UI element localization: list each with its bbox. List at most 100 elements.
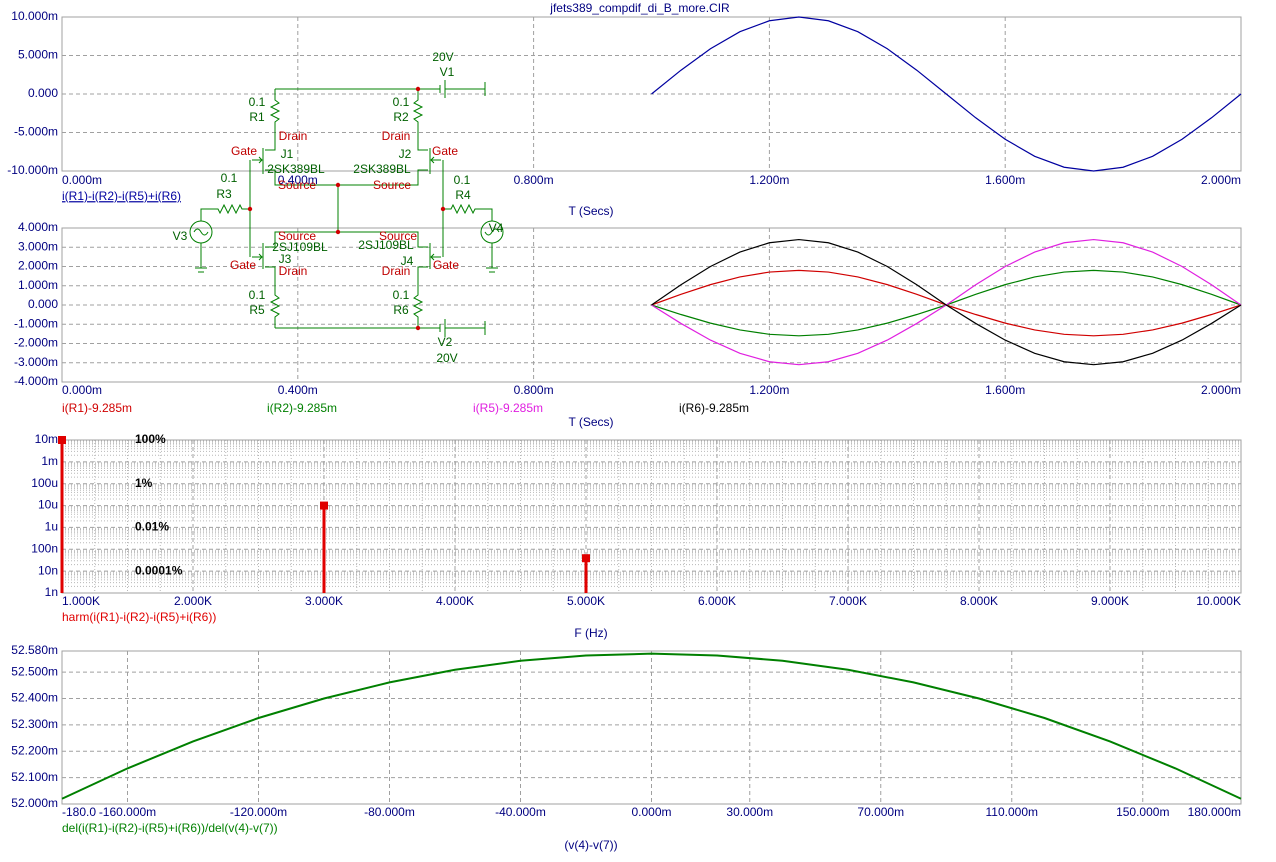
y-tick-label: 10m [35,432,58,446]
component-label: 0.1 [249,288,266,302]
component-label: 2SJ109BL [272,240,328,254]
chart: 4.000m 3.000m 2.000m 1.000m 0.000 -1.000m -2.0… [14,220,1242,429]
x-tick-label: -120.000m [230,805,287,819]
y-tick-label: 10u [38,498,58,512]
y-tick-label: 52.500m [11,664,58,678]
y-tick-label: -5.000m [14,125,58,139]
harmonic-marker [320,501,328,510]
x-tick-label: 1.200m [749,173,789,187]
x-tick-label: 0.800m [514,173,554,187]
component-label: 20V [432,50,453,64]
x-tick-label: 5.000K [567,594,605,608]
chart-title: jfets389_compdif_di_B_more.CIR [549,1,730,15]
x-tick-label: 0.000m [62,173,102,187]
x-tick-label: 0.000m [62,383,102,397]
chart: 10m 1m 100u 10u 1u 100n 10n 1n 1.000K 2.000K 3.000… [31,432,1242,640]
component-label: R4 [455,188,471,202]
x-tick-label: 3.000K [305,594,343,608]
x-tick-label: -160.000m [99,805,156,819]
x-axis-title: T (Secs) [568,204,613,218]
component-label: Drain [279,129,308,143]
harmonic-marker [582,554,590,563]
y-tick-label: -1.000m [14,316,58,330]
x-tick-label: 0.400m [278,173,318,187]
component-label: 0.1 [454,173,471,187]
component-label: J2 [399,147,412,161]
component-label: J4 [401,254,414,268]
component-label: J3 [279,252,292,266]
component-label: Gate [433,258,459,272]
y-tick-label: -3.000m [14,355,58,369]
x-tick-label: 1.000K [62,594,100,608]
y-tick-label: 5.000m [18,48,58,62]
x-tick-label: 1.600m [985,173,1025,187]
percent-label: 1% [135,476,153,490]
component-label: V4 [489,221,504,235]
component-label: Source [379,229,417,243]
x-tick-label: 6.000K [698,594,736,608]
x-tick-label: 0.800m [514,383,554,397]
series-line [651,16,1242,172]
x-tick-label: 150.000m [1116,805,1169,819]
y-tick-label: 52.400m [11,691,58,705]
y-tick-label: 52.300m [11,717,58,731]
y-tick-label: -2.000m [14,336,58,350]
component-label: V2 [438,335,453,349]
y-tick-label: 0.000 [28,86,58,100]
component-label: Gate [432,144,458,158]
component-label: J1 [281,147,294,161]
charts: 10.000m 5.000m 0.000 -5.000m -10.000m 0.000m 0… [7,1,1242,852]
y-tick-label: 10n [38,563,58,577]
chart: 52.580m 52.500m 52.400m 52.300m 52.200m 52.10… [11,643,1242,852]
component-label: Drain [382,129,411,143]
y-tick-label: 52.200m [11,743,58,757]
y-tick-label: -10.000m [7,163,58,177]
y-tick-label: 100u [31,476,58,490]
component-label: 2SK389BL [353,162,411,176]
legend-entry: harm(i(R1)-i(R2)-i(R5)+i(R6)) [62,610,216,624]
percent-label: 100% [135,432,166,446]
legend-entry: i(R1)-9.285m [62,401,132,415]
y-tick-label: 1u [45,520,58,534]
chart: 10.000m 5.000m 0.000 -5.000m -10.000m 0.000m 0… [7,1,1242,218]
component-label: Drain [382,264,411,278]
component-label: 0.1 [221,171,238,185]
x-tick-label: 2.000m [1201,383,1241,397]
plot-frame [61,650,1242,805]
component-label: 0.1 [249,95,266,109]
legend-entry: i(R6)-9.285m [679,401,749,415]
component-label: R6 [393,303,409,317]
x-tick-label: 0.400m [278,383,318,397]
component-label: Source [373,178,411,192]
component-label: R1 [249,110,265,124]
component-label: Source [278,178,316,192]
series-line [61,652,1242,800]
component-label: 2SK389BL [267,162,325,176]
y-tick-label: 0.000 [28,297,58,311]
component-label: 2SJ109BL [358,238,414,252]
component-label: R5 [249,303,265,317]
x-axis-title: (v(4)-v(7)) [564,838,617,852]
y-tick-label: 52.580m [11,643,58,657]
x-tick-label: 1.600m [985,383,1025,397]
y-tick-label: 1m [41,454,58,468]
wires [337,80,486,337]
y-tick-label: 1.000m [18,278,58,292]
legend-entry: del(i(R1)-i(R2)-i(R5)+i(R6))/del(v(4)-v(… [62,821,278,835]
x-axis-title: F (Hz) [574,626,607,640]
legend-entry: i(R5)-9.285m [473,401,543,415]
component-label: 0.1 [393,95,410,109]
x-tick-label: -40.000m [495,805,546,819]
component-label: Gate [230,258,256,272]
y-tick-label: -4.000m [14,374,58,388]
component-label: Source [278,229,316,243]
series-line [651,238,1242,366]
component-label: R2 [393,110,409,124]
component-label: R3 [216,187,232,201]
x-tick-label: -80.000m [364,805,415,819]
y-tick-label: 10.000m [11,9,58,23]
